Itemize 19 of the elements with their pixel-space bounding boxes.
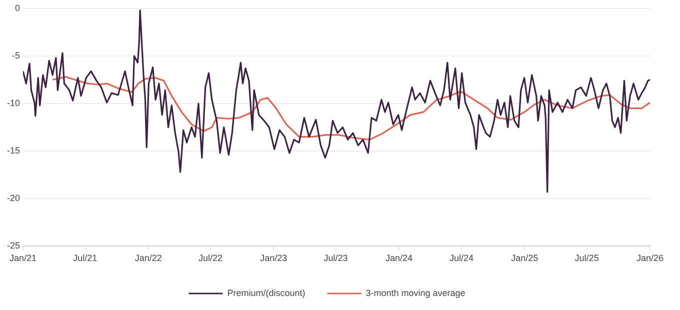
x-tick-label: Jan/23 [260, 253, 288, 264]
x-tick-label: Jul/24 [449, 253, 474, 264]
x-tick-label: Jan/24 [385, 253, 413, 264]
x-tick-label: Jan/25 [511, 253, 538, 264]
x-tick-label: Jul/25 [574, 253, 599, 264]
y-tick-label: -5 [12, 50, 20, 60]
y-tick-label: -25 [6, 240, 20, 251]
x-tick-label: Jul/22 [198, 253, 223, 264]
x-tick-label: Jul/23 [324, 253, 348, 264]
y-tick-label: -15 [6, 146, 20, 156]
x-tick-label: Jan/22 [134, 253, 162, 264]
y-tick-label: -20 [6, 193, 20, 204]
x-tick-label: Jan/26 [636, 253, 664, 264]
x-tick-label: Jan/21 [9, 253, 37, 264]
y-tick-label: 0 [14, 2, 20, 13]
legend-label: 3-month moving average [366, 288, 466, 298]
legend-label: Premium/(discount) [227, 288, 306, 298]
y-tick-label: -10 [6, 98, 20, 108]
x-tick-label: Jul/21 [73, 253, 98, 264]
